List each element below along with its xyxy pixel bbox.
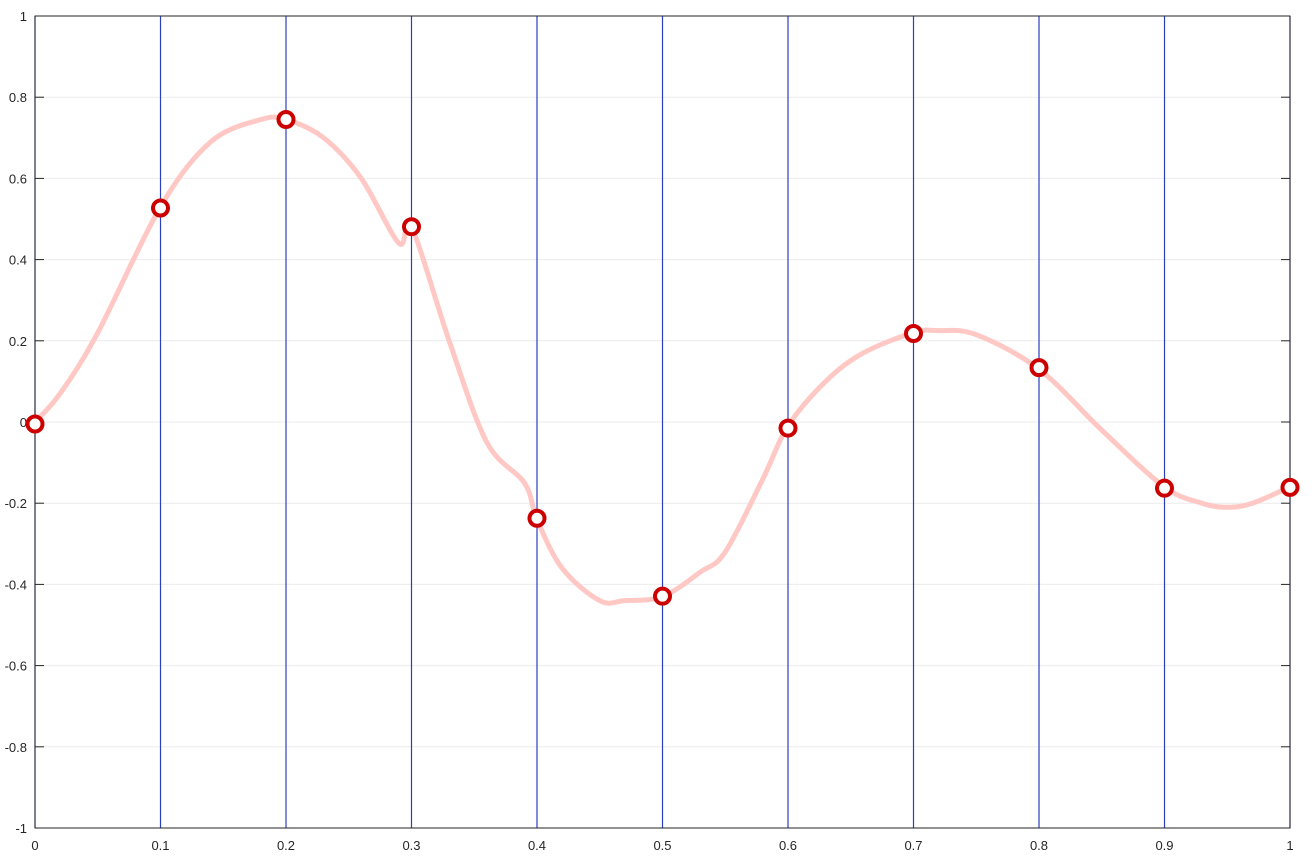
y-tick-label: -0.2: [5, 496, 27, 511]
y-axis: -1 -0.8 -0.6 -0.4 -0.2 0 0.2 0.4 0.6 0.8 1: [5, 9, 1290, 836]
x-tick-label: 0.4: [528, 838, 546, 853]
y-tick-label: -1: [15, 821, 27, 836]
y-tick-label: -0.8: [5, 740, 27, 755]
sample-point-marker: [1029, 358, 1049, 378]
sample-point-marker: [527, 508, 547, 528]
sample-point-marker: [1280, 477, 1300, 497]
y-tick-label: 0.8: [9, 90, 27, 105]
x-tick-label: 0.2: [277, 838, 295, 853]
y-tick-label: 0.6: [9, 171, 27, 186]
x-tick-label: 0.1: [151, 838, 169, 853]
y-tick-label: 0.2: [9, 334, 27, 349]
sample-point-marker: [151, 198, 170, 218]
x-tick-label: 0: [31, 838, 38, 853]
x-tick-label: 0.8: [1030, 838, 1048, 853]
sample-point-marker: [1155, 478, 1174, 498]
sample-point-marker: [904, 323, 923, 343]
curve-line: [32, 114, 1293, 606]
y-tick-label: -0.4: [5, 577, 27, 592]
sample-point-marker: [25, 414, 45, 434]
sample-point-marker: [653, 586, 672, 606]
x-tick-label: 0.5: [653, 838, 671, 853]
x-tick-label: 1: [1286, 838, 1293, 853]
sample-point-marker: [276, 110, 296, 130]
sample-point-marker: [402, 217, 421, 237]
y-tick-label: 0.4: [9, 253, 27, 268]
x-tick-label: 0.6: [779, 838, 797, 853]
y-tick-label: 0: [20, 415, 27, 430]
y-tick-label: -0.6: [5, 659, 27, 674]
x-tick-label: 0.7: [904, 838, 922, 853]
sample-point-marker: [778, 418, 798, 438]
x-tick-label: 0.9: [1155, 838, 1173, 853]
x-tick-label: 0.3: [402, 838, 420, 853]
series-layer: [25, 110, 1300, 606]
x-axis: 0 0.1 0.2 0.3 0.4 0.5 0.6 0.7 0.8 0.9 1: [31, 838, 1293, 853]
y-tick-label: 1: [20, 9, 27, 24]
